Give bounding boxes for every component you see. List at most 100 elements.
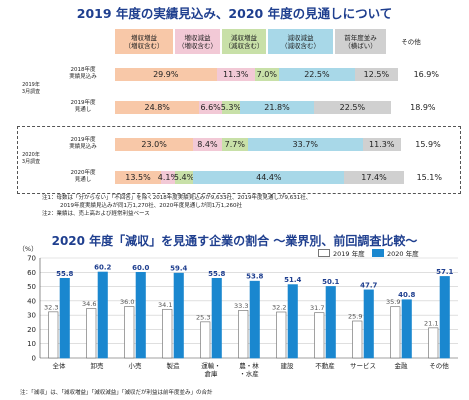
segment-1-0-4: 11.3% — [362, 138, 401, 151]
bar-2020-1 — [97, 271, 108, 359]
segment-1-0-0: 23.0% — [115, 138, 194, 151]
data-label-2020-3: 59.4 — [170, 265, 187, 273]
x-tick-4-0: 運輸・ — [201, 361, 221, 370]
bar-2020-2 — [135, 271, 146, 359]
note-1: 注1：母数は「分からない」「不回答」を除く2018年度実績見込みが9,633社、… — [42, 195, 312, 201]
y-tick-6: 60 — [27, 269, 36, 277]
segment-0-1-1: 6.6% — [199, 101, 222, 114]
legend-2020: 2020 年度 — [372, 248, 419, 258]
data-label-2020-4: 55.8 — [208, 270, 225, 278]
note-2: 注2：業績は、売上高および経常利益ベース — [42, 211, 150, 217]
group-label-1: 2020年 3月調査 — [21, 152, 41, 165]
bar-2019-2 — [124, 306, 135, 359]
data-label-2020-1: 60.2 — [94, 264, 111, 272]
legend-swatch-2020 — [372, 249, 384, 257]
bar-2020-10 — [439, 276, 450, 359]
x-tick-1-0: 卸売 — [91, 361, 105, 370]
bar-2019-9 — [390, 306, 401, 359]
industry-bar-chart: （%） 0 10 20 30 40 50 60 70 32.3 55.8 全体 34.6 60.2 卸売 36… — [18, 245, 458, 378]
segment-1-0-2: 7.7% — [221, 138, 248, 151]
y-tick-2: 20 — [27, 326, 36, 334]
y-tick-0: 0 — [32, 355, 36, 363]
x-tick-5-0: 農・林 — [239, 361, 259, 370]
data-label-2020-9: 40.8 — [398, 291, 415, 299]
segment-1-0-3: 33.7% — [247, 138, 363, 151]
segment-1-1-5: 15.1% — [403, 171, 455, 184]
data-label-2019-2: 36.0 — [120, 298, 134, 306]
bar-2019-8 — [352, 320, 363, 359]
column-header-0: 増収増益 （増収含む） — [115, 29, 173, 54]
segment-1-1-2: 5.4% — [173, 171, 195, 184]
data-label-2020-7: 50.1 — [322, 278, 339, 286]
data-label-2019-4: 25.3 — [196, 313, 210, 321]
data-label-2019-7: 31.7 — [310, 304, 324, 312]
segment-0-0-5: 16.9% — [397, 68, 455, 81]
group-box-2020 — [17, 126, 461, 194]
bar-2020-0 — [59, 277, 70, 359]
legend-label-2019: 2019 年度 — [333, 250, 365, 258]
data-label-2020-0: 55.8 — [56, 270, 73, 278]
x-tick-3-0: 製造 — [167, 361, 181, 370]
data-label-2019-5: 33.3 — [234, 302, 248, 310]
group-label-0: 2019年 3月調査 — [21, 82, 41, 95]
bar-2019-4 — [200, 321, 211, 359]
x-tick-4-1: 倉庫 — [205, 369, 219, 378]
bar-2019-7 — [314, 312, 325, 359]
segment-1-1-1: 4.1% — [157, 171, 179, 184]
segment-1-1-3: 44.4% — [193, 171, 345, 184]
data-label-2019-6: 32.2 — [272, 304, 286, 312]
x-tick-5-1: ・水産 — [239, 369, 259, 378]
segment-1-1-4: 17.4% — [344, 171, 404, 184]
segment-1-0-1: 8.4% — [193, 138, 222, 151]
bar-2020-4 — [211, 277, 222, 359]
legend-swatch-2019 — [318, 249, 330, 257]
data-label-2020-6: 51.4 — [284, 276, 301, 284]
segment-0-1-0: 24.8% — [115, 101, 200, 114]
note-1b: 2019年度実績見込みが同1万1,270社、2020年度見通しが同1万1,260… — [60, 203, 242, 209]
segment-0-1-4: 22.5% — [314, 101, 391, 114]
segment-1-0-5: 15.9% — [400, 138, 455, 151]
row-label-0-0: 2018年度 実績見込み — [69, 67, 97, 80]
row-label-1-0: 2019年度 実績見込み — [69, 137, 97, 150]
note-bottom: 注：「減収」は、「減収増益」「減収減益」「減収だが利益は前年度並み」の合計 — [20, 390, 213, 396]
segment-0-0-0: 29.9% — [115, 68, 217, 81]
segment-1-1-0: 13.5% — [115, 171, 161, 184]
segment-0-0-4: 12.5% — [355, 68, 398, 81]
data-label-2020-10: 57.1 — [436, 268, 453, 276]
bar-2020-7 — [325, 286, 336, 359]
data-label-2019-1: 34.6 — [82, 300, 96, 308]
x-tick-0-0: 全体 — [53, 361, 67, 370]
x-tick-10-0: その他 — [429, 361, 449, 370]
segment-0-1-5: 18.9% — [390, 101, 455, 114]
bar-2019-3 — [162, 308, 173, 359]
bar-2020-3 — [173, 272, 184, 359]
x-tick-6-0: 建設 — [281, 361, 295, 370]
row-label-1-1: 2020年度 見通し — [70, 170, 96, 183]
segment-0-0-2: 7.0% — [254, 68, 279, 81]
legend-2019: 2019 年度 — [318, 248, 365, 258]
y-tick-3: 30 — [27, 312, 36, 320]
x-tick-8-0: サービス — [350, 361, 376, 370]
data-label-2020-8: 47.7 — [360, 281, 377, 289]
data-label-2019-9: 35.9 — [386, 298, 400, 306]
bar-2019-6 — [276, 311, 287, 359]
data-label-2019-0: 32.3 — [44, 303, 58, 311]
bar-2019-5 — [238, 310, 249, 359]
segment-0-0-3: 22.5% — [278, 68, 356, 81]
data-label-2020-5: 53.8 — [246, 273, 263, 281]
legend-label-2020: 2020 年度 — [387, 250, 419, 258]
y-tick-4: 40 — [27, 297, 36, 305]
column-header-3: 減収減益 （減収含む） — [268, 29, 333, 54]
column-header-5: その他 — [388, 29, 434, 54]
column-header-2: 減収増益 （減収含む） — [222, 29, 266, 54]
bar-2020-9 — [401, 299, 412, 359]
x-tick-9-0: 金融 — [395, 361, 409, 370]
data-label-2019-8: 25.9 — [348, 313, 362, 321]
data-label-2019-3: 34.1 — [158, 301, 172, 309]
column-header-1: 増収減益 （増収含む） — [175, 29, 220, 54]
bar-2020-5 — [249, 280, 260, 359]
bar-2020-6 — [287, 284, 298, 359]
row-label-0-1: 2019年度 見通し — [70, 100, 96, 113]
segment-0-1-3: 21.8% — [239, 101, 315, 114]
y-tick-1: 10 — [27, 340, 36, 348]
